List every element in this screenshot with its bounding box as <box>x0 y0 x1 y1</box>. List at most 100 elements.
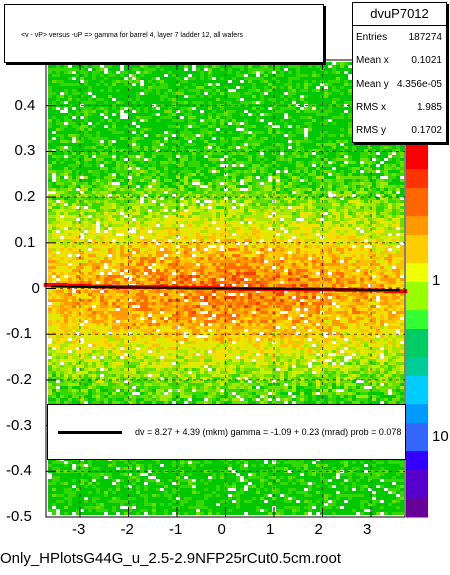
heatmap-cell <box>268 149 272 152</box>
heatmap-cell <box>156 155 160 158</box>
heatmap-cell <box>144 224 148 227</box>
heatmap-cell <box>296 173 300 176</box>
heatmap-cell <box>104 209 108 212</box>
heatmap-cell <box>156 212 160 215</box>
heatmap-cell <box>296 179 300 182</box>
heatmap-cell <box>276 164 280 167</box>
heatmap-cell <box>136 158 140 161</box>
heatmap-cell <box>284 194 288 197</box>
heatmap-cell <box>76 92 80 95</box>
heatmap-cell <box>280 194 284 197</box>
heatmap-cell <box>336 107 340 110</box>
heatmap-cell <box>308 176 312 179</box>
heatmap-cell <box>156 206 160 209</box>
heatmap-cell <box>304 98 308 101</box>
heatmap-cell <box>96 107 100 110</box>
heatmap-cell <box>112 62 116 65</box>
heatmap-cell <box>224 119 228 122</box>
heatmap-cell <box>184 182 188 185</box>
heatmap-cell <box>56 227 60 230</box>
heatmap-cell <box>268 170 272 173</box>
heatmap-cell <box>164 143 168 146</box>
heatmap-cell <box>148 194 152 197</box>
heatmap-cell <box>320 227 324 230</box>
heatmap-cell <box>328 113 332 116</box>
heatmap-cell <box>216 68 220 71</box>
heatmap-cell <box>120 200 124 203</box>
heatmap-cell <box>260 191 264 194</box>
heatmap-cell <box>372 176 376 179</box>
heatmap-cell <box>72 230 76 233</box>
heatmap-cell <box>88 209 92 212</box>
heatmap-cell <box>344 194 348 197</box>
heatmap-cell <box>220 74 224 77</box>
heatmap-cell <box>304 143 308 146</box>
heatmap-cell <box>100 170 104 173</box>
heatmap-cell <box>68 161 72 164</box>
heatmap-cell <box>332 83 336 86</box>
heatmap-cell <box>280 200 284 203</box>
heatmap-cell <box>216 194 220 197</box>
heatmap-cell <box>152 65 156 68</box>
heatmap-cell <box>104 149 108 152</box>
heatmap-cell <box>216 152 220 155</box>
heatmap-cell <box>296 239 300 242</box>
heatmap-cell <box>104 146 108 149</box>
heatmap-cell <box>280 74 284 77</box>
heatmap-cell <box>324 182 328 185</box>
heatmap-cell <box>296 221 300 224</box>
heatmap-cell <box>68 197 72 200</box>
heatmap-cell <box>316 155 320 158</box>
heatmap-cell <box>64 158 68 161</box>
heatmap-cell <box>168 236 172 239</box>
heatmap-cell <box>140 212 144 215</box>
heatmap-cell <box>308 92 312 95</box>
heatmap-cell <box>328 146 332 149</box>
heatmap-cell <box>292 176 296 179</box>
heatmap-cell <box>88 131 92 134</box>
heatmap-cell <box>252 140 256 143</box>
heatmap-cell <box>92 173 96 176</box>
heatmap-cell <box>332 131 336 134</box>
heatmap-cell <box>108 77 112 80</box>
heatmap-cell <box>132 236 136 239</box>
heatmap-cell <box>152 173 156 176</box>
heatmap-cell <box>324 140 328 143</box>
heatmap-cell <box>152 86 156 89</box>
heatmap-cell <box>196 170 200 173</box>
heatmap-cell <box>192 83 196 86</box>
heatmap-cell <box>140 149 144 152</box>
heatmap-cell <box>60 98 64 101</box>
heatmap-cell <box>332 209 336 212</box>
heatmap-cell <box>352 158 356 161</box>
heatmap-cell <box>240 230 244 233</box>
heatmap-cell <box>88 212 92 215</box>
heatmap-cell <box>312 182 316 185</box>
heatmap-cell <box>228 68 232 71</box>
heatmap-cell <box>48 116 52 119</box>
heatmap-cell <box>264 140 268 143</box>
heatmap-cell <box>144 143 148 146</box>
heatmap-cell <box>236 170 240 173</box>
heatmap-cell <box>332 185 336 188</box>
heatmap-cell <box>52 206 56 209</box>
heatmap-cell <box>76 209 80 212</box>
heatmap-cell <box>68 200 72 203</box>
heatmap-cell <box>372 212 376 215</box>
heatmap-cell <box>192 164 196 167</box>
heatmap-cell <box>252 185 256 188</box>
heatmap-cell <box>104 62 108 65</box>
heatmap-cell <box>300 236 304 239</box>
heatmap-cell <box>92 77 96 80</box>
heatmap-cell <box>264 221 268 224</box>
heatmap-cell <box>280 77 284 80</box>
heatmap-cell <box>248 227 252 230</box>
heatmap-cell <box>328 236 332 239</box>
heatmap-cell <box>60 182 64 185</box>
heatmap-cell <box>208 221 212 224</box>
heatmap-cell <box>116 101 120 104</box>
heatmap-cell <box>124 239 128 242</box>
heatmap-cell <box>388 164 392 167</box>
heatmap-cell <box>336 188 340 191</box>
heatmap-cell <box>400 230 404 233</box>
